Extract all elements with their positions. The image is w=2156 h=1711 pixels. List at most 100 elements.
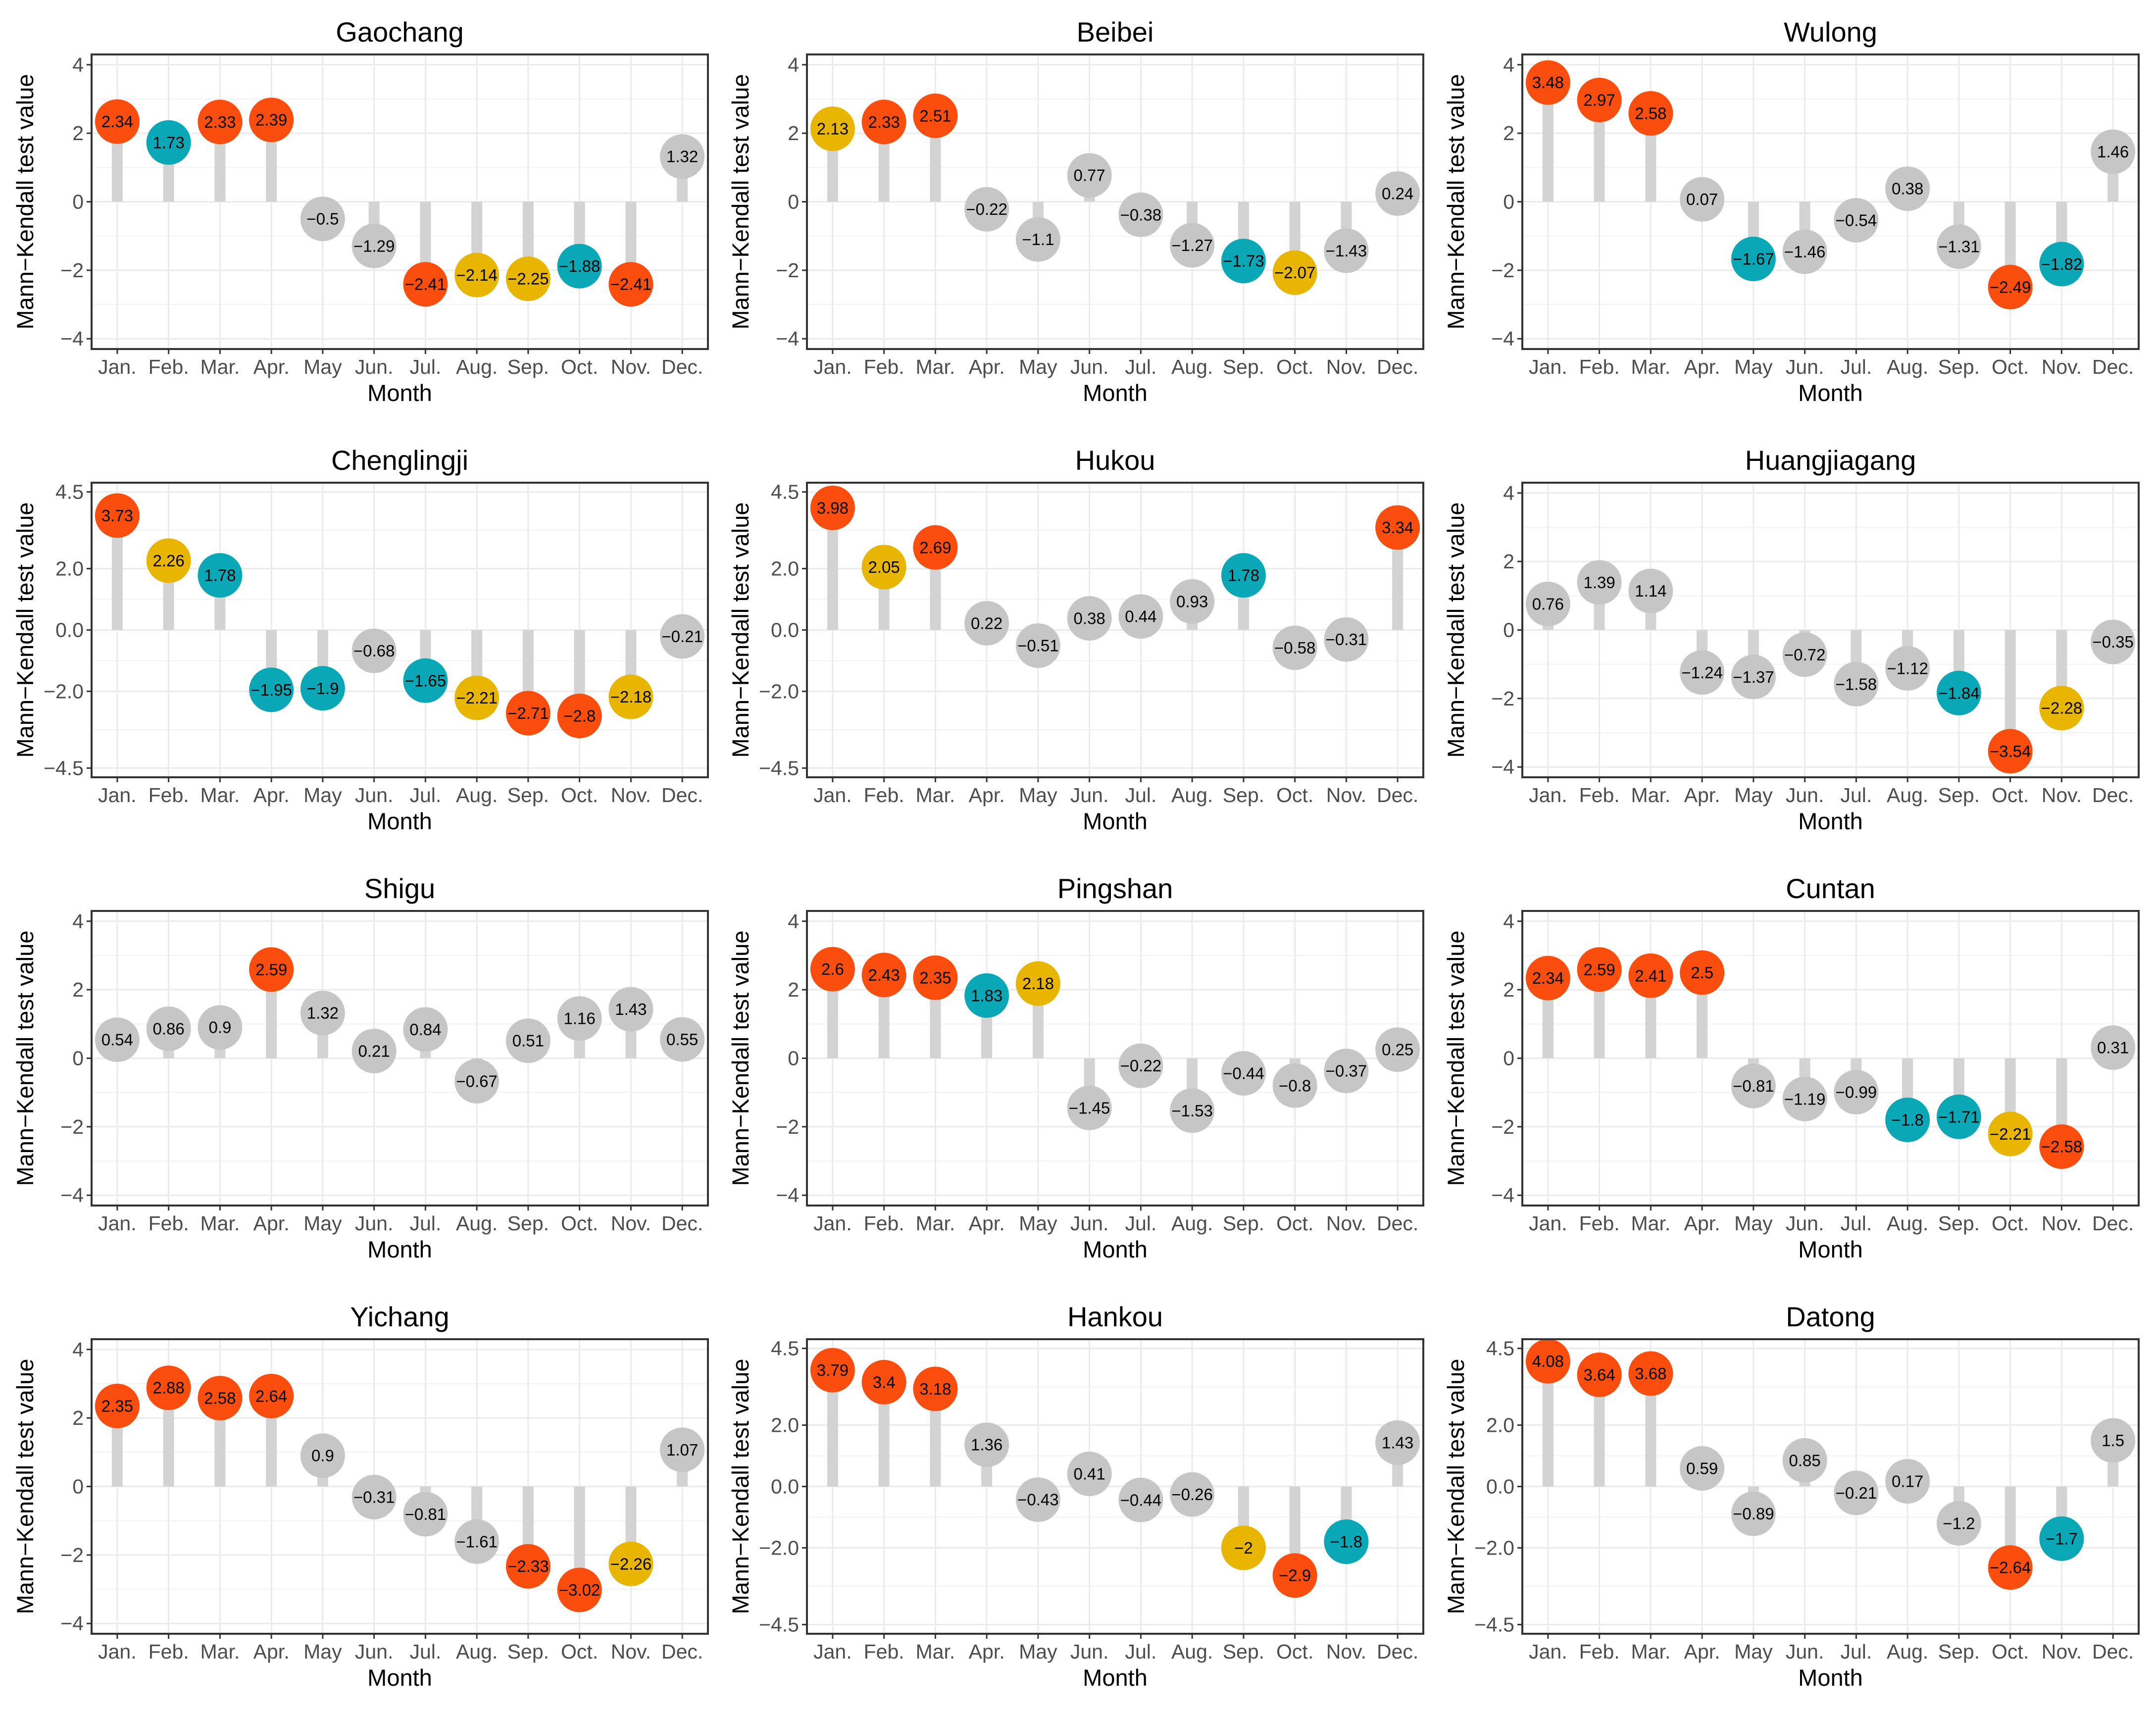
y-tick-label: 2	[72, 978, 84, 1001]
x-axis-label: Month	[367, 380, 432, 406]
y-axis-label: Mann−Kendall test value	[1443, 74, 1469, 329]
y-tick-label: 0	[788, 191, 799, 213]
panel-huangjiagang: 0.76 1.39 1.14 −1.24 −1.37 −0.72 −1.58 −1.12 −1.…	[1443, 445, 2140, 834]
data-label: −1.45	[1069, 1099, 1110, 1117]
x-tick-label: Jun.	[1070, 1212, 1109, 1235]
point-jun	[351, 1028, 397, 1073]
data-label: 1.32	[307, 1004, 339, 1022]
x-tick-label: Apr.	[1684, 1212, 1720, 1235]
point-jul	[1834, 198, 1879, 243]
point-aug	[1170, 1472, 1215, 1517]
x-tick-label: Jul.	[1840, 355, 1872, 378]
x-tick-label: Apr.	[969, 1640, 1005, 1663]
y-tick-label: 2	[788, 978, 799, 1001]
point-sep	[505, 256, 551, 302]
data-label: 2.5	[1691, 963, 1713, 982]
point-apr	[1680, 177, 1725, 222]
data-label: −0.5	[306, 210, 339, 228]
y-tick-label: −4.5	[44, 756, 84, 779]
point-nov	[1324, 617, 1369, 662]
x-tick-label: Jun.	[355, 355, 394, 378]
x-tick-label: Dec.	[2092, 1212, 2134, 1235]
x-tick-label: Mar.	[201, 1212, 240, 1235]
point-mar	[913, 525, 958, 570]
data-label: 0.38	[1892, 180, 1923, 198]
data-label: 3.4	[873, 1373, 896, 1391]
y-tick-label: 2	[788, 122, 799, 145]
y-axis-label: Mann−Kendall test value	[12, 502, 38, 757]
point-feb	[1577, 560, 1622, 605]
y-tick-label: 4	[788, 910, 799, 933]
stem-oct	[2005, 630, 2016, 752]
data-label: −1.46	[1784, 243, 1826, 261]
point-dec	[660, 1427, 705, 1472]
panel-yichang: 2.352.882.58 2.640.9−0.31−0.81−1.61−2.33−…	[12, 1301, 709, 1691]
data-label: −2.14	[456, 266, 498, 284]
point-dec	[2091, 619, 2136, 664]
x-tick-label: Mar.	[201, 355, 240, 378]
x-tick-label: Feb.	[149, 1212, 189, 1235]
x-tick-label: Dec.	[661, 1640, 703, 1663]
data-label: 2.05	[868, 558, 900, 576]
data-label: 2.64	[255, 1387, 287, 1405]
x-tick-label: Jul.	[409, 784, 441, 806]
x-tick-label: Jan.	[813, 784, 852, 806]
x-tick-label: Aug.	[1171, 355, 1213, 378]
point-sep	[1936, 224, 1981, 269]
y-tick-label: −2	[1491, 259, 1514, 282]
point-may	[1731, 654, 1776, 700]
data-label: 0.17	[1892, 1472, 1923, 1490]
x-tick-label: Apr.	[1684, 784, 1720, 806]
point-oct	[1272, 625, 1317, 670]
data-label: −0.38	[1120, 205, 1162, 224]
data-label: 2.35	[919, 968, 951, 987]
y-axis-label: Mann−Kendall test value	[1443, 1359, 1469, 1614]
point-jan	[810, 1348, 855, 1393]
point-may	[300, 991, 345, 1036]
data-label: 0.07	[1686, 190, 1718, 208]
point-apr	[249, 98, 294, 143]
data-label: −0.35	[2092, 633, 2134, 651]
y-tick-label: 4.5	[771, 1337, 799, 1360]
y-tick-label: 2	[1503, 550, 1514, 573]
point-apr	[249, 667, 294, 712]
x-tick-label: Sep.	[507, 1212, 549, 1235]
y-tick-label: −4	[1491, 327, 1514, 350]
data-label: −0.68	[353, 642, 395, 660]
x-tick-label: Oct.	[1276, 784, 1313, 806]
point-oct	[1988, 1111, 2033, 1157]
x-tick-label: May	[1734, 355, 1773, 378]
point-mar	[198, 1376, 243, 1420]
x-tick-label: Jul.	[1840, 1212, 1872, 1235]
x-tick-label: Jun.	[1070, 1640, 1109, 1663]
y-tick-label: 2.0	[55, 557, 84, 580]
data-label: −0.8	[1279, 1076, 1311, 1095]
data-label: 2.69	[919, 538, 951, 556]
x-tick-label: Dec.	[1377, 1640, 1418, 1663]
data-label: 3.98	[817, 499, 849, 517]
x-tick-label: Aug.	[1171, 1640, 1213, 1663]
y-axis-label: Mann−Kendall test value	[727, 1359, 753, 1614]
point-feb	[1577, 78, 1622, 123]
x-axis-label: Month	[1083, 1236, 1148, 1262]
point-aug	[1170, 579, 1215, 624]
stem-jan	[1542, 82, 1554, 202]
point-oct	[1988, 1545, 2033, 1590]
x-axis-label: Month	[367, 808, 432, 834]
x-tick-label: Jun.	[355, 1212, 394, 1235]
data-label: 1.43	[1382, 1433, 1413, 1452]
y-tick-label: −2	[1491, 1115, 1514, 1138]
x-tick-label: Apr.	[253, 784, 290, 806]
data-label: 0.22	[971, 614, 1003, 632]
data-label: −1.24	[1681, 663, 1723, 682]
data-label: 0.51	[512, 1032, 544, 1050]
x-tick-label: Feb.	[1579, 355, 1620, 378]
point-may	[1015, 217, 1060, 262]
point-dec	[2091, 1025, 2136, 1070]
point-mar	[913, 93, 958, 138]
point-jul	[1118, 1477, 1163, 1522]
y-axis-label: Mann−Kendall test value	[12, 1359, 38, 1614]
data-label: 2.33	[204, 113, 236, 131]
data-label: 0.21	[358, 1042, 390, 1060]
data-label: −2.26	[610, 1555, 652, 1573]
